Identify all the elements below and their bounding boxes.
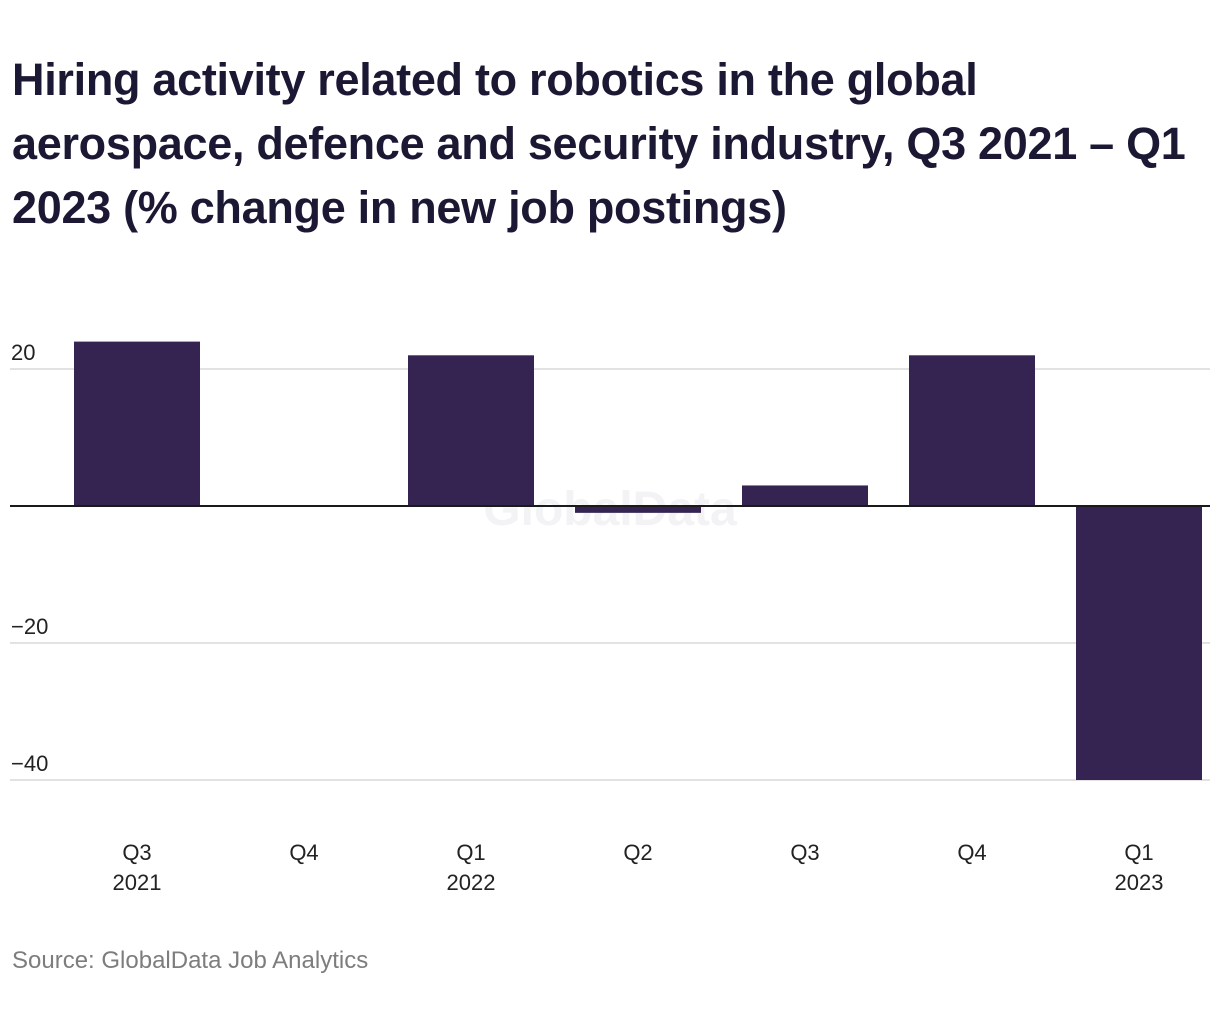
- bar: [408, 355, 534, 506]
- y-tick-label: −20: [11, 614, 48, 639]
- x-tick-label: Q1: [1124, 840, 1153, 865]
- x-tick-label: Q4: [957, 840, 986, 865]
- x-tick-year-label: 2021: [113, 870, 162, 895]
- bar: [575, 506, 701, 513]
- y-axis-tick-labels: 20 −20 −40: [11, 340, 48, 776]
- x-tick-year-label: 2023: [1115, 870, 1164, 895]
- x-tick-year-label: 2022: [447, 870, 496, 895]
- x-tick-label: Q3: [790, 840, 819, 865]
- source-note: Source: GlobalData Job Analytics: [12, 947, 369, 974]
- x-tick-label: Q4: [289, 840, 318, 865]
- chart-title: Hiring activity related to robotics in t…: [12, 54, 1186, 233]
- y-tick-label: −40: [11, 751, 48, 776]
- x-tick-label: Q2: [623, 840, 652, 865]
- bar: [1076, 506, 1202, 780]
- y-tick-label: 20: [11, 340, 35, 365]
- bar: [742, 485, 868, 506]
- bar: [909, 355, 1035, 506]
- x-axis-tick-labels: Q3 2021 Q4 Q1 2022 Q2 Q3 Q4 Q1 2023: [113, 840, 1164, 895]
- x-tick-label: Q3: [122, 840, 151, 865]
- bar: [74, 341, 200, 506]
- bars: [74, 341, 1202, 780]
- x-tick-label: Q1: [456, 840, 485, 865]
